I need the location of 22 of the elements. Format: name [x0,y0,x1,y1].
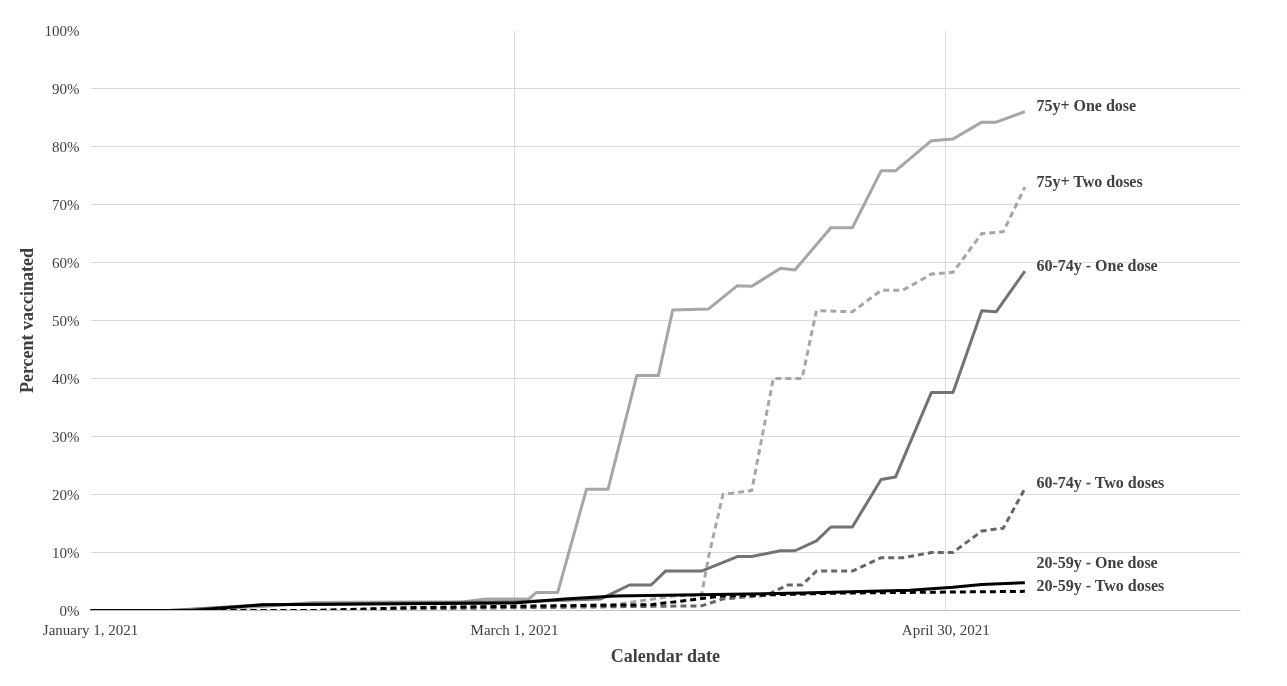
x-tick-label: March 1, 2021 [470,621,559,638]
x-axis-title: Calendar date [610,645,720,666]
y-tick-label: 10% [52,544,80,561]
y-axis-title: Percent vaccinated [16,247,37,394]
y-tick-label: 70% [52,196,80,213]
y-tick-label: 0% [59,602,80,619]
x-tick-label: January 1, 2021 [42,621,139,638]
y-tick-label: 40% [52,370,80,387]
series-label: 20-59y - Two doses [1036,577,1165,596]
series-label: 60-74y - One dose [1036,256,1158,275]
y-tick-label: 20% [52,486,80,503]
y-tick-label: 80% [52,138,80,155]
y-tick-label: 30% [52,428,80,445]
series-label: 75y+ One dose [1036,97,1137,116]
series-label: 75y+ Two doses [1036,172,1143,191]
series-label: 60-74y - Two doses [1036,474,1165,493]
y-tick-label: 100% [44,22,80,39]
y-tick-label: 90% [52,80,80,97]
series-label: 20-59y - One dose [1036,553,1158,572]
x-tick-label: April 30, 2021 [901,621,990,638]
y-tick-label: 60% [52,254,80,271]
y-tick-label: 50% [52,312,80,329]
